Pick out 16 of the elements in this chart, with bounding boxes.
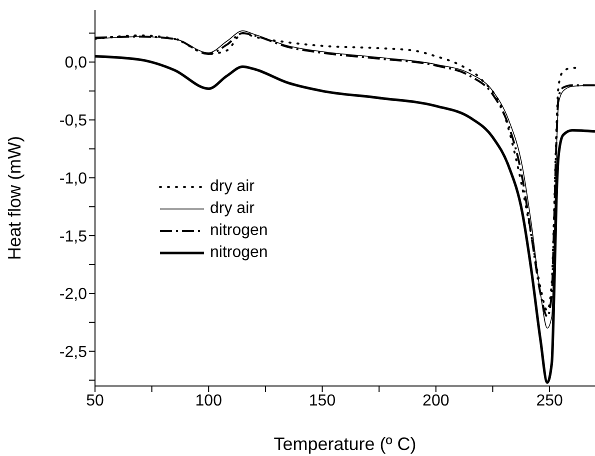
x-tick-label: 100 [195,392,222,410]
y-tick-label: -2,5 [59,344,88,361]
legend-label: dry air [210,178,254,196]
x-tick-label: 150 [308,392,336,410]
legend-label: nitrogen [210,222,268,240]
x-tick-label: 200 [422,392,450,410]
y-tick-label: -1,0 [59,170,88,188]
legend-label: nitrogen [210,244,268,262]
y-tick-label: -2,0 [59,286,88,304]
y-tick-label: -1,5 [59,228,88,246]
y-tick-label: -0,5 [59,112,88,130]
legend-label: dry air [210,200,254,218]
y-tick-label: 0,0 [64,54,88,72]
x-tick-label: 250 [536,392,563,410]
x-tick-label: 50 [86,392,104,410]
x-axis-title: Temperature (º C) [274,434,416,454]
